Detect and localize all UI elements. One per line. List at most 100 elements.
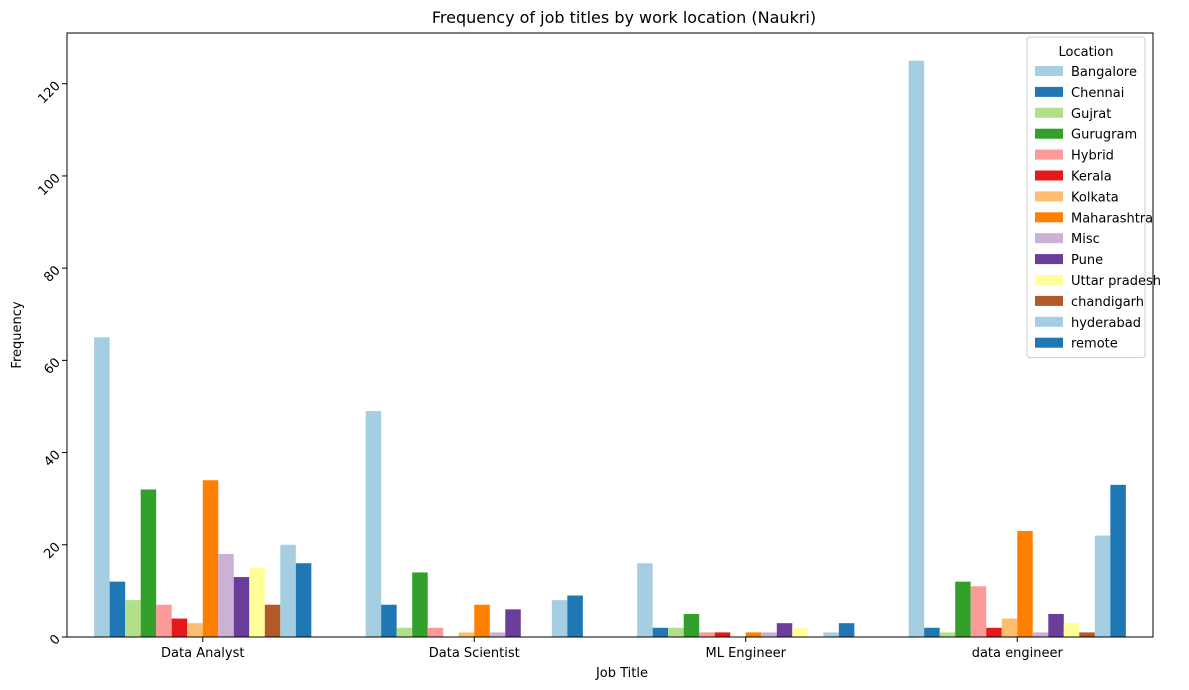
legend-entry: Misc bbox=[1071, 232, 1100, 247]
bar bbox=[924, 627, 940, 637]
bar bbox=[1017, 530, 1033, 637]
bar bbox=[295, 563, 312, 637]
x-axis-label: Job Title bbox=[595, 666, 648, 681]
bar bbox=[567, 595, 583, 637]
bar bbox=[427, 627, 444, 637]
bars-group bbox=[94, 60, 1126, 638]
y-axis: 0 20 40 60 80 100 120 bbox=[35, 79, 67, 649]
bar bbox=[396, 627, 413, 637]
bar bbox=[365, 411, 382, 637]
bar bbox=[140, 489, 157, 637]
legend-swatch bbox=[1035, 295, 1063, 306]
x-axis: Data Analyst Data Scientist ML Engineer dat… bbox=[161, 637, 1063, 661]
legend-swatch bbox=[1035, 128, 1063, 139]
bar bbox=[714, 632, 731, 637]
legend-swatch bbox=[1035, 212, 1063, 223]
legend-entry: remote bbox=[1071, 337, 1118, 352]
legend-entry: Kerala bbox=[1071, 170, 1112, 185]
bar bbox=[202, 480, 219, 637]
legend-entry: hyderabad bbox=[1071, 316, 1141, 331]
y-axis-label: Frequency bbox=[10, 301, 25, 368]
legend-entry: Kolkata bbox=[1071, 190, 1119, 205]
legend-swatch bbox=[1035, 66, 1063, 76]
legend-entry: Chennai bbox=[1071, 86, 1124, 101]
y-tick-label: 60 bbox=[41, 355, 63, 377]
bar bbox=[652, 627, 669, 637]
chart-title: Frequency of job titles by work location… bbox=[432, 8, 816, 27]
legend-title: Location bbox=[1059, 45, 1114, 60]
bar bbox=[187, 623, 203, 637]
legend: Location Bangalore Chennai Gujrat Gurugram Hy… bbox=[1026, 36, 1161, 359]
x-tick-label: Data Scientist bbox=[429, 646, 520, 661]
bar bbox=[745, 632, 762, 637]
legend-entry: Uttar pradesh bbox=[1071, 274, 1161, 289]
bar bbox=[109, 581, 126, 637]
legend-entry: Pune bbox=[1071, 253, 1103, 268]
bar bbox=[1032, 632, 1049, 637]
legend-entry: Gurugram bbox=[1071, 128, 1137, 143]
bar bbox=[218, 554, 234, 637]
bar bbox=[939, 632, 956, 637]
bar bbox=[970, 586, 987, 637]
bar bbox=[908, 60, 925, 638]
bar bbox=[458, 632, 475, 637]
y-tick-label: 80 bbox=[41, 263, 63, 285]
bar bbox=[637, 563, 653, 637]
bar bbox=[792, 627, 808, 637]
bar bbox=[233, 577, 250, 637]
bar bbox=[156, 604, 172, 637]
legend-entry: Bangalore bbox=[1071, 65, 1137, 80]
bar bbox=[776, 623, 793, 637]
x-tick-label: Data Analyst bbox=[161, 646, 244, 661]
bar bbox=[412, 572, 428, 637]
bar bbox=[823, 632, 839, 637]
bar bbox=[264, 604, 281, 637]
legend-entry: Maharashtra bbox=[1071, 211, 1153, 226]
legend-swatch bbox=[1035, 107, 1063, 118]
bar bbox=[1001, 618, 1018, 637]
legend-swatch bbox=[1035, 233, 1063, 244]
bar bbox=[838, 623, 855, 637]
y-tick-label: 120 bbox=[35, 79, 63, 107]
bar bbox=[1094, 535, 1111, 637]
legend-swatch bbox=[1035, 170, 1063, 181]
legend-swatch bbox=[1035, 316, 1063, 327]
bar bbox=[474, 604, 490, 637]
bar bbox=[761, 632, 777, 637]
y-tick-label: 100 bbox=[35, 171, 63, 199]
bar bbox=[94, 337, 110, 637]
bar bbox=[280, 544, 296, 637]
bar bbox=[1063, 623, 1080, 637]
x-tick-label: data engineer bbox=[972, 646, 1064, 661]
bar bbox=[249, 567, 265, 637]
x-tick-label: ML Engineer bbox=[706, 646, 787, 661]
legend-entry: Hybrid bbox=[1071, 149, 1114, 164]
bar bbox=[699, 632, 715, 637]
legend-swatch bbox=[1035, 254, 1063, 265]
bar bbox=[505, 609, 521, 637]
y-tick-label: 20 bbox=[41, 540, 63, 562]
legend-swatch bbox=[1035, 275, 1063, 285]
bar bbox=[986, 627, 1002, 637]
legend-swatch bbox=[1035, 337, 1063, 348]
bar bbox=[668, 627, 684, 637]
plot-frame bbox=[66, 32, 1154, 638]
bar bbox=[955, 581, 971, 637]
legend-swatch bbox=[1035, 149, 1063, 160]
bar bbox=[171, 618, 188, 637]
legend-entry: chandigarh bbox=[1071, 295, 1144, 310]
bar bbox=[125, 600, 141, 637]
y-tick-label: 40 bbox=[41, 448, 63, 470]
legend-swatch bbox=[1035, 191, 1063, 202]
bar bbox=[1048, 613, 1064, 637]
bar bbox=[1079, 632, 1095, 637]
bar bbox=[381, 604, 397, 637]
bar bbox=[1110, 484, 1126, 637]
bar bbox=[489, 632, 506, 637]
bar bbox=[683, 613, 700, 637]
legend-entry: Gujrat bbox=[1071, 107, 1111, 122]
legend-swatch bbox=[1035, 86, 1063, 97]
y-tick-label: 0 bbox=[47, 632, 63, 648]
bar bbox=[551, 600, 568, 637]
